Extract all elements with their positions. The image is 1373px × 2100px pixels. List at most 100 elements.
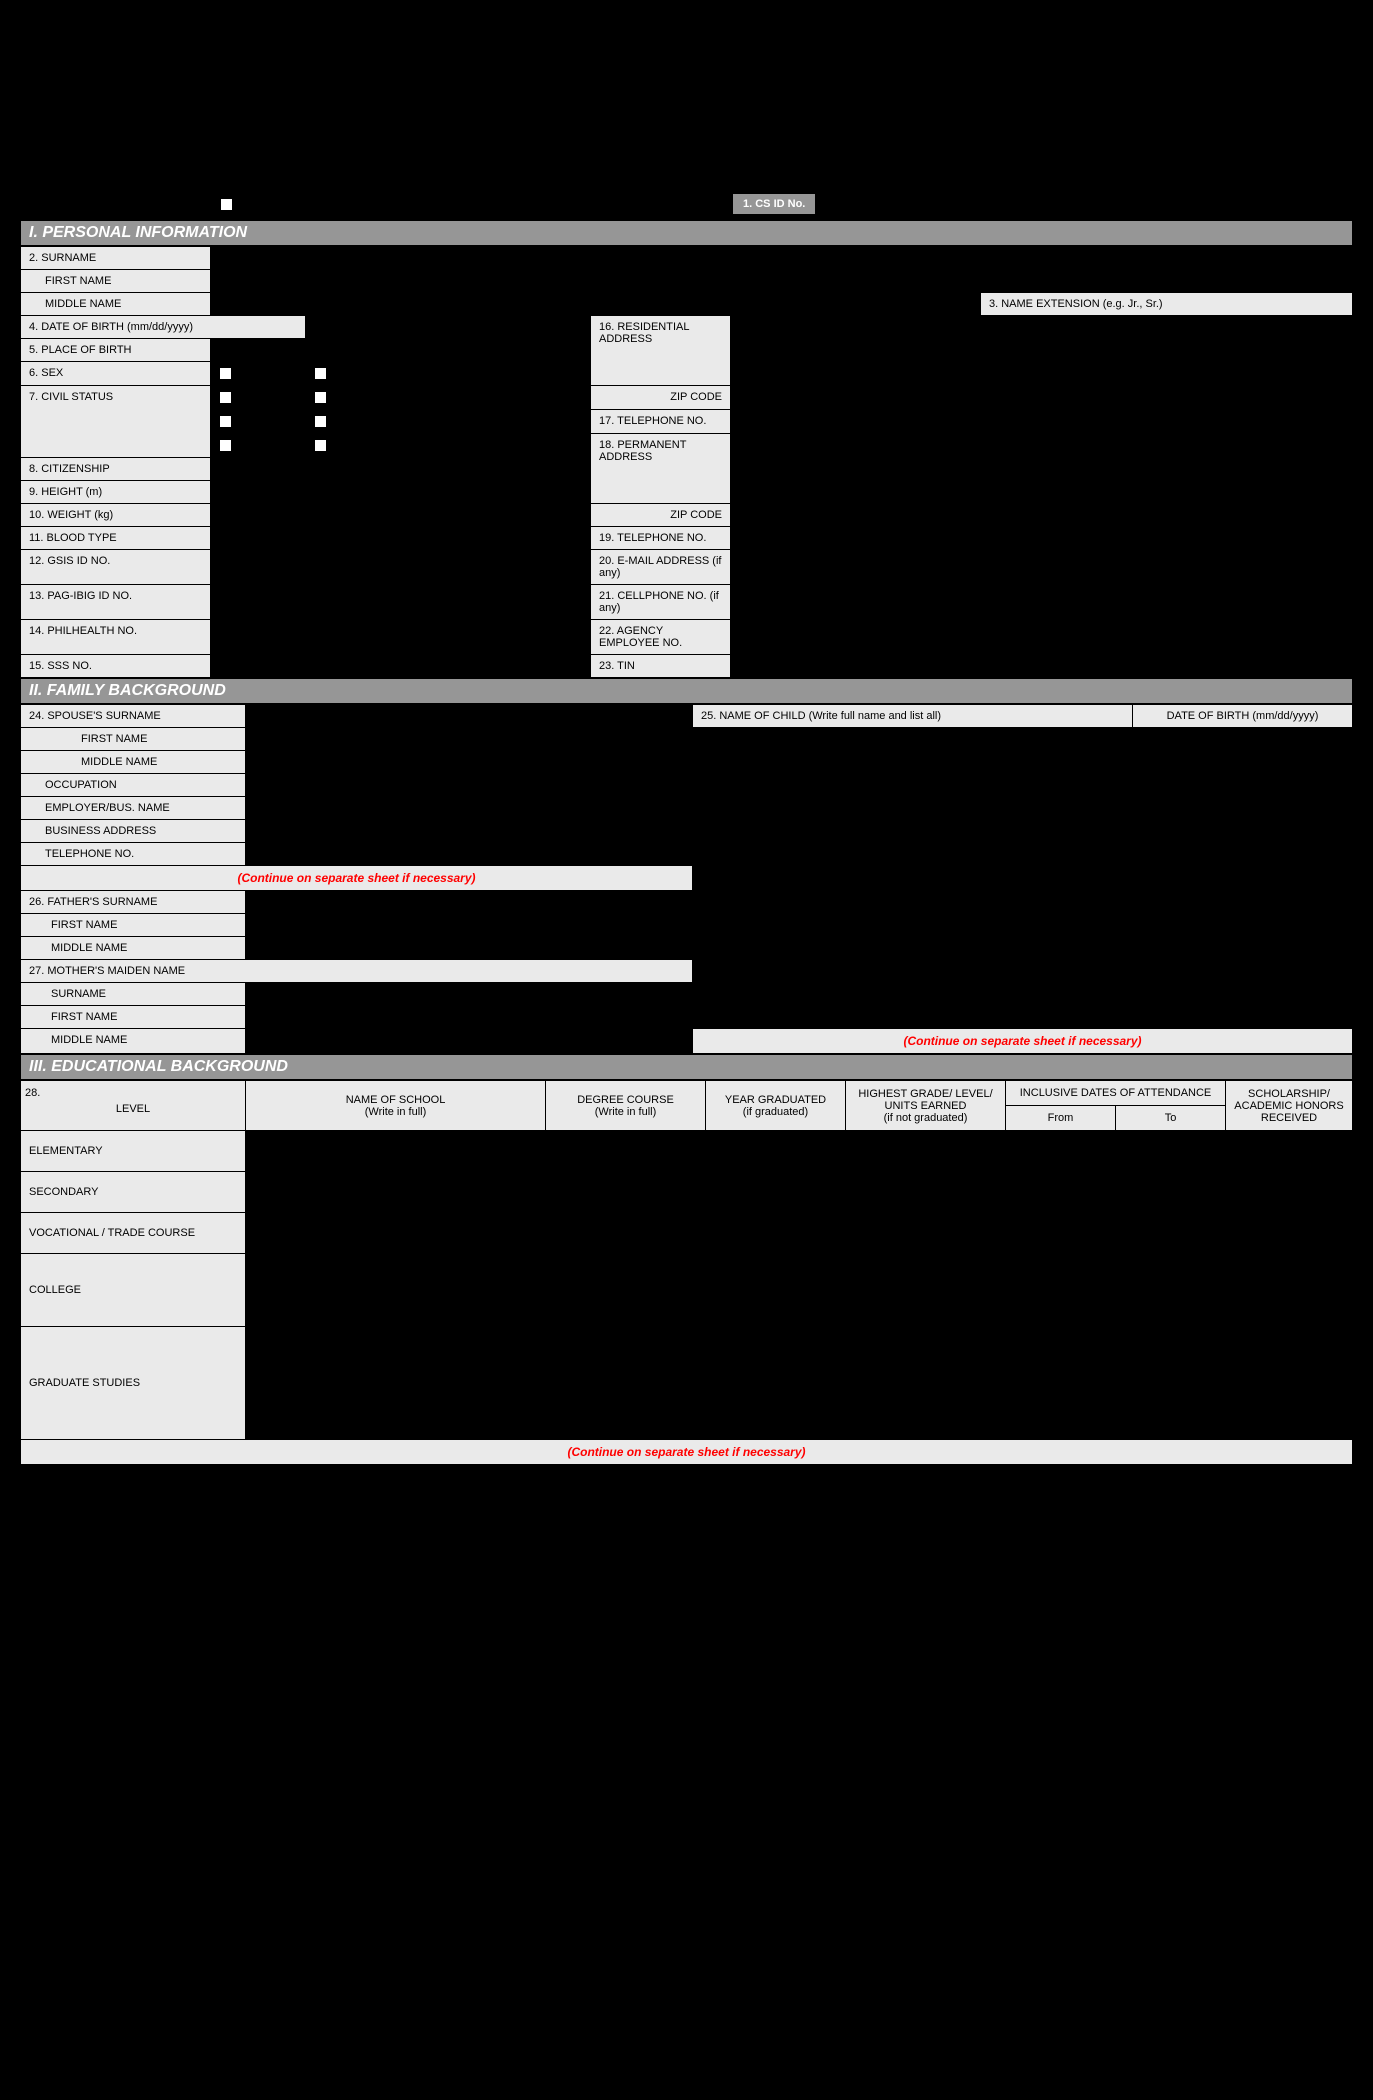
- voc-highest[interactable]: [846, 1213, 1006, 1254]
- civil-opt6[interactable]: [306, 434, 591, 458]
- grad-year[interactable]: [706, 1327, 846, 1440]
- voc-from[interactable]: [1006, 1213, 1116, 1254]
- elem-from[interactable]: [1006, 1131, 1116, 1172]
- elem-to[interactable]: [1116, 1131, 1226, 1172]
- pob-input[interactable]: [211, 339, 591, 362]
- civil-cb4[interactable]: [314, 415, 327, 428]
- voc-honors[interactable]: [1226, 1213, 1353, 1254]
- grad-from[interactable]: [1006, 1327, 1116, 1440]
- occupation-input[interactable]: [246, 774, 693, 797]
- civil-cb1[interactable]: [219, 391, 232, 404]
- elem-year[interactable]: [706, 1131, 846, 1172]
- email-input[interactable]: [731, 550, 1353, 585]
- pagibig-input[interactable]: [211, 585, 591, 620]
- height-input[interactable]: [211, 481, 591, 504]
- sss-input[interactable]: [211, 655, 591, 678]
- sex-checkbox1[interactable]: [219, 367, 232, 380]
- spouse-first-input[interactable]: [246, 728, 693, 751]
- father-first-input[interactable]: [246, 914, 693, 937]
- grad-school[interactable]: [246, 1327, 546, 1440]
- elem-degree[interactable]: [546, 1131, 706, 1172]
- firstname-input[interactable]: [211, 270, 1353, 293]
- surname-input[interactable]: [211, 247, 1353, 270]
- civil-opt1[interactable]: [211, 386, 306, 410]
- children-dobs[interactable]: [1133, 728, 1353, 1029]
- section-education-header: III. EDUCATIONAL BACKGROUND: [20, 1054, 1353, 1080]
- sec-year[interactable]: [706, 1172, 846, 1213]
- edu-year-text: YEAR GRADUATED: [725, 1094, 826, 1106]
- sec-degree[interactable]: [546, 1172, 706, 1213]
- voc-to[interactable]: [1116, 1213, 1226, 1254]
- sex-label: 6. SEX: [21, 362, 211, 386]
- family-tel-label: TELEPHONE NO.: [21, 843, 246, 866]
- father-middle-input[interactable]: [246, 937, 693, 960]
- tel2-input[interactable]: [731, 527, 1353, 550]
- family-tel-input[interactable]: [246, 843, 693, 866]
- busaddr-input[interactable]: [246, 820, 693, 843]
- civil-opt3[interactable]: [211, 410, 306, 434]
- citizenship-input[interactable]: [211, 458, 591, 481]
- civil-cb5[interactable]: [219, 439, 232, 452]
- sec-from[interactable]: [1006, 1172, 1116, 1213]
- col-honors[interactable]: [1226, 1254, 1353, 1327]
- col-from[interactable]: [1006, 1254, 1116, 1327]
- grad-to[interactable]: [1116, 1327, 1226, 1440]
- mother-surname-input[interactable]: [246, 983, 693, 1006]
- employer-input[interactable]: [246, 797, 693, 820]
- spouse-middle-input[interactable]: [246, 751, 693, 774]
- sex-checkbox2[interactable]: [314, 367, 327, 380]
- pagibig-label: 13. PAG-IBIG ID NO.: [21, 585, 211, 620]
- sec-honors[interactable]: [1226, 1172, 1353, 1213]
- elem-school[interactable]: [246, 1131, 546, 1172]
- resaddr-input[interactable]: [731, 316, 1353, 386]
- children-names[interactable]: [693, 728, 1133, 1029]
- tin-label: 23. TIN: [591, 655, 731, 678]
- civil-opt4[interactable]: [306, 410, 591, 434]
- civil-opt2[interactable]: [306, 386, 591, 410]
- sec-highest[interactable]: [846, 1172, 1006, 1213]
- col-year[interactable]: [706, 1254, 846, 1327]
- grad-degree[interactable]: [546, 1327, 706, 1440]
- sec-to[interactable]: [1116, 1172, 1226, 1213]
- col-highest[interactable]: [846, 1254, 1006, 1327]
- weight-label: 10. WEIGHT (kg): [21, 504, 211, 527]
- col-to[interactable]: [1116, 1254, 1226, 1327]
- agency-input[interactable]: [731, 620, 1353, 655]
- elem-honors[interactable]: [1226, 1131, 1353, 1172]
- civil-cb6[interactable]: [314, 439, 327, 452]
- gsis-input[interactable]: [211, 550, 591, 585]
- grad-highest[interactable]: [846, 1327, 1006, 1440]
- dob-input[interactable]: [306, 316, 591, 339]
- blood-input[interactable]: [211, 527, 591, 550]
- sex-option2[interactable]: [306, 362, 591, 386]
- father-surname-input[interactable]: [246, 891, 693, 914]
- sec-school[interactable]: [246, 1172, 546, 1213]
- philhealth-input[interactable]: [211, 620, 591, 655]
- civil-cb3[interactable]: [219, 415, 232, 428]
- zip2-input[interactable]: [731, 504, 1353, 527]
- zip1-input[interactable]: [731, 386, 1353, 410]
- mother-middle-input[interactable]: [246, 1029, 693, 1054]
- col-school[interactable]: [246, 1254, 546, 1327]
- tin-input[interactable]: [731, 655, 1353, 678]
- edu-highest-sub2: (if not graduated): [884, 1112, 968, 1124]
- cell-input[interactable]: [731, 585, 1353, 620]
- spouse-surname-input[interactable]: [246, 705, 693, 728]
- voc-school[interactable]: [246, 1213, 546, 1254]
- grad-honors[interactable]: [1226, 1327, 1353, 1440]
- father-middle-label: MIDDLE NAME: [21, 937, 246, 960]
- permaddr-input[interactable]: [731, 434, 1353, 504]
- mother-first-input[interactable]: [246, 1006, 693, 1029]
- sex-option1[interactable]: [211, 362, 306, 386]
- header-checkbox[interactable]: [220, 198, 233, 211]
- voc-year[interactable]: [706, 1213, 846, 1254]
- civil-opt5[interactable]: [211, 434, 306, 458]
- weight-input[interactable]: [211, 504, 591, 527]
- civil-cb2[interactable]: [314, 391, 327, 404]
- col-degree[interactable]: [546, 1254, 706, 1327]
- mother-middle-label: MIDDLE NAME: [21, 1029, 246, 1054]
- tel1-input[interactable]: [731, 410, 1353, 434]
- elem-highest[interactable]: [846, 1131, 1006, 1172]
- voc-degree[interactable]: [546, 1213, 706, 1254]
- middlename-input[interactable]: [211, 293, 981, 316]
